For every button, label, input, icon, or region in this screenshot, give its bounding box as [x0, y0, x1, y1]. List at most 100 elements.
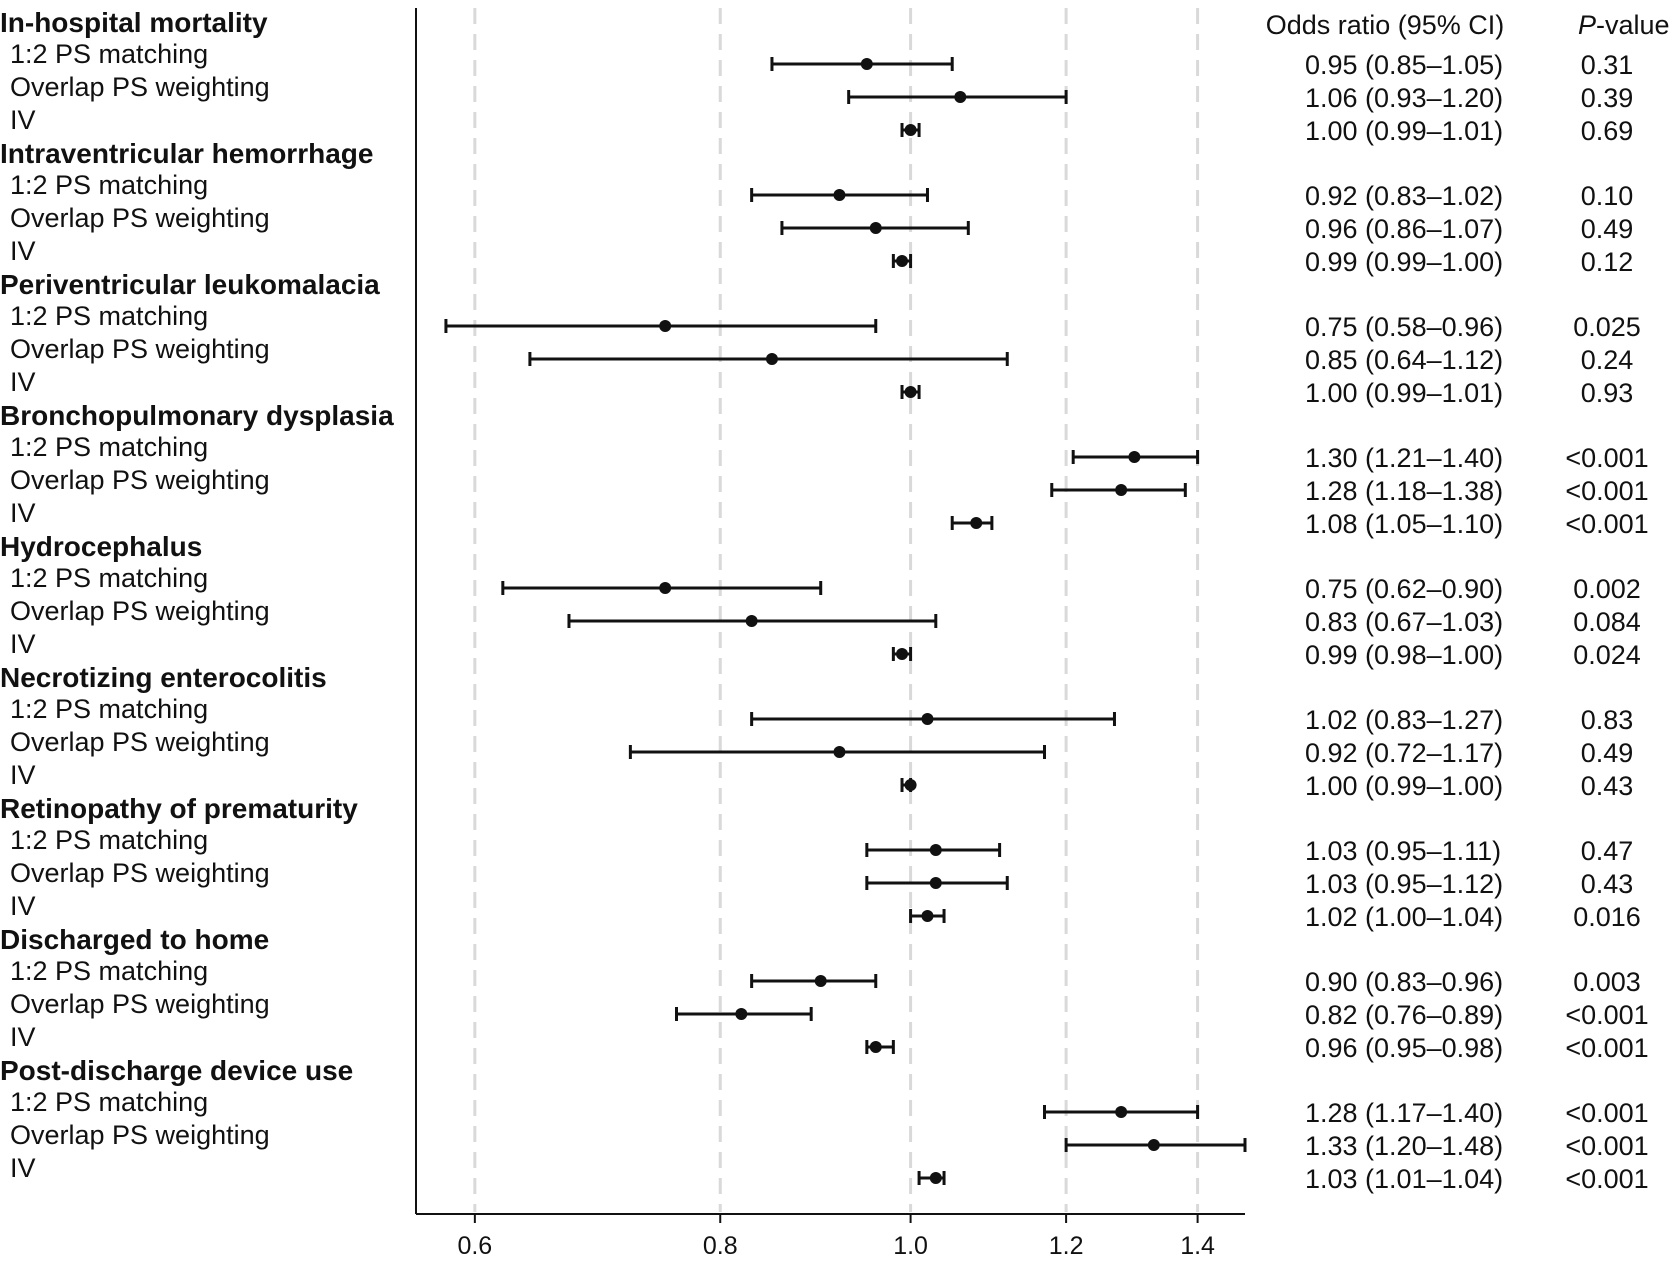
estimate-row: IV 1.00 (0.99–1.00) 0.43 [10, 760, 1633, 801]
odds-ratio-value: 1.33 (1.20–1.48) [1305, 1131, 1503, 1161]
point-estimate [869, 222, 882, 234]
odds-ratio-value: 0.95 (0.85–1.05) [1305, 50, 1503, 80]
method-label: Overlap PS weighting [10, 727, 270, 757]
p-value: <0.001 [1565, 1131, 1648, 1161]
odds-ratio-value: 1.30 (1.21–1.40) [1305, 443, 1503, 473]
estimate-row: IV 0.96 (0.95–0.98) <0.001 [10, 1022, 1649, 1063]
p-value: 0.49 [1581, 738, 1634, 768]
odds-ratio-value: 1.03 (0.95–1.12) [1305, 869, 1503, 899]
method-label: 1:2 PS matching [10, 170, 208, 200]
point-estimate [904, 779, 917, 791]
p-value: <0.001 [1565, 476, 1648, 506]
x-tick-label-4: 1.4 [1180, 1232, 1215, 1260]
estimate-row: IV 0.99 (0.98–1.00) 0.024 [10, 629, 1641, 670]
point-estimate [921, 910, 934, 922]
p-value: 0.084 [1573, 607, 1641, 637]
x-tick-label-1: 0.8 [703, 1232, 738, 1260]
point-estimate [659, 582, 672, 594]
point-estimate [814, 975, 827, 987]
odds-ratio-value: 0.99 (0.99–1.00) [1305, 247, 1503, 277]
p-value: 0.025 [1573, 312, 1641, 342]
p-value: 0.47 [1581, 836, 1634, 866]
estimate-row: IV 1.08 (1.05–1.10) <0.001 [10, 498, 1649, 539]
outcome-title: Bronchopulmonary dysplasia [0, 400, 394, 431]
method-label: Overlap PS weighting [10, 1120, 270, 1150]
method-label: IV [10, 629, 36, 659]
outcome-title: In-hospital mortality [0, 7, 268, 38]
point-estimate [735, 1008, 748, 1020]
estimate-row: Overlap PS weighting 0.85 (0.64–1.12) 0.24 [10, 334, 1633, 375]
point-estimate [745, 615, 758, 627]
estimate-row: 1:2 PS matching 1.28 (1.17–1.40) <0.001 [10, 1087, 1649, 1128]
odds-ratio-value: 0.99 (0.98–1.00) [1305, 640, 1503, 670]
x-tick-label-3: 1.2 [1049, 1232, 1084, 1260]
odds-ratio-value: 0.92 (0.83–1.02) [1305, 181, 1503, 211]
estimate-row: 1:2 PS matching 1.30 (1.21–1.40) <0.001 [10, 432, 1649, 473]
method-label: 1:2 PS matching [10, 825, 208, 855]
method-label: Overlap PS weighting [10, 596, 270, 626]
point-estimate [833, 189, 846, 201]
odds-ratio-value: 0.96 (0.86–1.07) [1305, 214, 1503, 244]
p-value: 0.12 [1581, 247, 1634, 277]
point-estimate [954, 91, 967, 103]
p-value: 0.10 [1581, 181, 1634, 211]
estimate-row: 1:2 PS matching 1.03 (0.95–1.11) 0.47 [10, 825, 1633, 866]
estimate-row: Overlap PS weighting 1.28 (1.18–1.38) <0.0… [10, 465, 1649, 506]
method-label: Overlap PS weighting [10, 334, 270, 364]
p-value: 0.69 [1581, 116, 1634, 146]
estimate-row: Overlap PS weighting 0.96 (0.86–1.07) 0.49 [10, 203, 1633, 244]
p-value: 0.016 [1573, 902, 1641, 932]
odds-ratio-value: 1.06 (0.93–1.20) [1305, 83, 1503, 113]
odds-ratio-value: 1.00 (0.99–1.00) [1305, 771, 1503, 801]
outcome-title: Necrotizing enterocolitis [0, 662, 327, 693]
odds-ratio-value: 0.96 (0.95–0.98) [1305, 1033, 1503, 1063]
p-value: <0.001 [1565, 443, 1648, 473]
x-axis-ticks: 0.6 0.8 1.0 1.2 1.4 [457, 1214, 1215, 1260]
point-estimate [659, 320, 672, 332]
odds-ratio-value: 1.03 (0.95–1.11) [1305, 836, 1501, 866]
method-label: Overlap PS weighting [10, 203, 270, 233]
odds-ratio-value: 0.82 (0.76–0.89) [1305, 1000, 1503, 1030]
method-label: Overlap PS weighting [10, 465, 270, 495]
estimate-row: IV 1.00 (0.99–1.01) 0.69 [10, 105, 1633, 146]
point-estimate [904, 386, 917, 398]
p-value: 0.49 [1581, 214, 1634, 244]
point-estimate [1147, 1139, 1160, 1151]
p-column-header: P-value [1578, 10, 1670, 40]
method-label: Overlap PS weighting [10, 858, 270, 888]
method-label: 1:2 PS matching [10, 694, 208, 724]
estimate-row: IV 1.00 (0.99–1.01) 0.93 [10, 367, 1633, 408]
method-label: IV [10, 891, 36, 921]
point-estimate [1128, 451, 1141, 463]
p-value: 0.31 [1581, 50, 1634, 80]
estimate-row: Overlap PS weighting 1.33 (1.20–1.48) <0.0… [10, 1120, 1649, 1161]
x-tick-label-2: 1.0 [893, 1232, 928, 1260]
estimate-row: 1:2 PS matching 0.75 (0.58–0.96) 0.025 [10, 301, 1641, 342]
point-estimate [904, 124, 917, 136]
estimate-row: IV 1.03 (1.01–1.04) <0.001 [10, 1153, 1649, 1194]
odds-ratio-value: 1.08 (1.05–1.10) [1305, 509, 1503, 539]
point-estimate [860, 58, 873, 70]
p-value: <0.001 [1565, 1164, 1648, 1194]
header: Odds ratio (95% CI) P-value [1266, 10, 1670, 40]
axes [415, 8, 1245, 1215]
method-label: 1:2 PS matching [10, 563, 208, 593]
p-value: 0.003 [1573, 967, 1641, 997]
method-label: IV [10, 105, 36, 135]
p-value: <0.001 [1565, 1098, 1648, 1128]
p-value: <0.001 [1565, 509, 1648, 539]
method-label: 1:2 PS matching [10, 39, 208, 69]
odds-ratio-value: 0.85 (0.64–1.12) [1305, 345, 1503, 375]
estimate-row: Overlap PS weighting 0.92 (0.72–1.17) 0.49 [10, 727, 1633, 768]
odds-ratio-value: 0.75 (0.62–0.90) [1305, 574, 1503, 604]
point-estimate [765, 353, 778, 365]
p-value: 0.83 [1581, 705, 1634, 735]
odds-ratio-value: 1.00 (0.99–1.01) [1305, 378, 1503, 408]
estimate-row: Overlap PS weighting 0.83 (0.67–1.03) 0.08… [10, 596, 1641, 637]
estimate-row: 1:2 PS matching 1.02 (0.83–1.27) 0.83 [10, 694, 1633, 735]
